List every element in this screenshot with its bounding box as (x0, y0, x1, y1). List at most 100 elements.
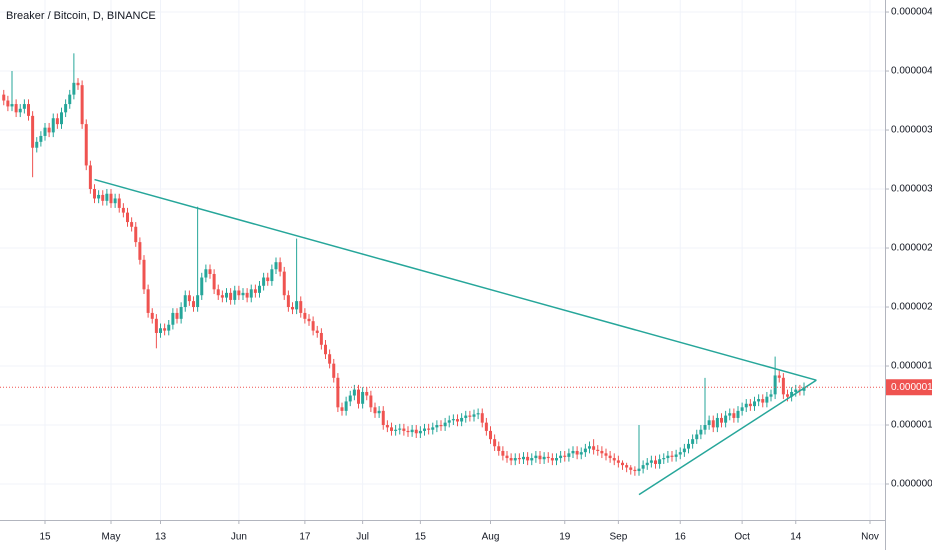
candle-body (604, 453, 608, 456)
candle-body (435, 425, 439, 428)
candle-body (192, 301, 195, 308)
candle-body (658, 459, 662, 464)
candle-body (588, 446, 591, 449)
candle-body (282, 271, 286, 296)
candle-body (64, 104, 68, 113)
candle-body (233, 290, 237, 300)
candle-body (460, 417, 464, 422)
candle-body (427, 428, 431, 430)
candle-body (538, 455, 542, 460)
candle-body (270, 269, 274, 282)
candle-body (80, 85, 84, 125)
candle-body (732, 413, 736, 418)
candle-body (517, 458, 521, 460)
candle-body (336, 377, 340, 408)
candle-body (629, 467, 633, 470)
last-price-label: 0.00000132 (891, 382, 932, 393)
candle-body (447, 420, 451, 423)
candle-body (200, 277, 204, 296)
candle-body (596, 449, 600, 451)
candle-body (84, 124, 88, 166)
candle-body (18, 108, 22, 113)
candle-body (641, 465, 645, 469)
candle-body (649, 460, 653, 463)
candle-body (212, 273, 216, 290)
x-tick-label: Sep (609, 532, 627, 543)
candle-body (196, 295, 200, 308)
grid (0, 0, 885, 520)
candle-body (625, 465, 629, 468)
candle-body (47, 127, 51, 133)
candle-body (365, 391, 369, 396)
candle-body (105, 193, 109, 201)
candle-body (567, 453, 571, 457)
candle-body (786, 394, 789, 397)
candle-body (571, 450, 575, 454)
candle-body (501, 450, 505, 456)
last-price-badge (886, 379, 932, 396)
y-tick-label: 0.00000300 (891, 184, 932, 195)
x-tick-label: Oct (734, 532, 750, 543)
candle-body (27, 104, 30, 116)
candle-body (241, 292, 245, 296)
candle-body (361, 391, 365, 404)
candle-body (97, 194, 101, 199)
candle-body (278, 262, 282, 272)
candle-body (534, 455, 538, 459)
candle-body (777, 375, 781, 378)
candle-body (509, 458, 513, 461)
candle-body (456, 419, 459, 422)
candle-body (14, 104, 18, 113)
candle-body (794, 389, 798, 392)
candle-body (530, 458, 534, 461)
candle-body (373, 407, 377, 414)
candle-body (348, 395, 352, 402)
candle-body (113, 198, 117, 204)
candle-body (216, 289, 220, 296)
candle-body (550, 458, 554, 461)
candle-body (736, 410, 740, 418)
candle-body (187, 295, 191, 302)
candle-body (472, 414, 476, 417)
candle-body (633, 469, 637, 472)
candle-body (88, 165, 92, 190)
candle-body (703, 425, 707, 430)
candle-body (674, 454, 678, 457)
candle-body (406, 430, 410, 433)
y-tick-label: 0.00000050 (891, 479, 932, 490)
candle-body (645, 462, 649, 466)
candle-body (150, 312, 154, 319)
candle-body (761, 399, 765, 403)
candle-body (662, 458, 666, 460)
candle-body (344, 401, 348, 411)
candle-body (480, 413, 484, 423)
candle-body (6, 100, 10, 107)
candle-body (171, 312, 175, 325)
candle-body (10, 104, 14, 107)
candle-body (563, 455, 567, 457)
x-tick-label: 14 (790, 532, 802, 543)
candle-body (559, 455, 563, 459)
candle-body (60, 112, 63, 125)
candle-body (423, 428, 426, 431)
candle-body (183, 295, 187, 308)
candle-body (22, 104, 26, 109)
x-tick-label: Nov (861, 532, 879, 543)
candle-body (68, 94, 72, 105)
candle-body (748, 403, 752, 407)
candle-body (357, 389, 360, 404)
candle-body (769, 394, 773, 397)
candle-body (781, 377, 785, 395)
candle-body (468, 415, 472, 417)
candle-body (307, 318, 311, 322)
candle-body (134, 226, 138, 243)
candle-body (237, 290, 241, 296)
x-tick-label: 15 (415, 532, 427, 543)
trendline (94, 178, 817, 381)
candle-body (295, 301, 299, 310)
candle-body (299, 301, 303, 313)
candle-body (126, 212, 129, 223)
candle-body (715, 417, 719, 428)
